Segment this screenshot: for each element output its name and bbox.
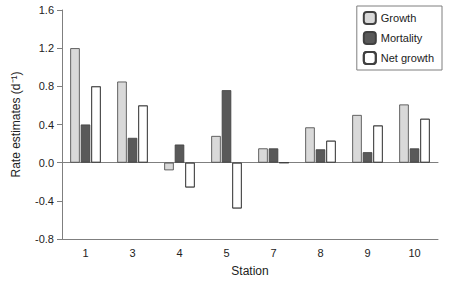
svg-text:Mortality: Mortality xyxy=(381,32,423,44)
svg-text:1.2: 1.2 xyxy=(39,42,54,54)
svg-text:Growth: Growth xyxy=(381,12,416,24)
svg-text:9: 9 xyxy=(364,247,370,259)
svg-text:Rate estimates (d⁻¹): Rate estimates (d⁻¹) xyxy=(9,71,23,177)
svg-text:4: 4 xyxy=(176,247,182,259)
svg-text:0.8: 0.8 xyxy=(39,80,54,92)
svg-text:10: 10 xyxy=(408,247,420,259)
svg-text:Net growth: Net growth xyxy=(381,52,434,64)
svg-text:0.0: 0.0 xyxy=(39,157,54,169)
svg-text:-0.8: -0.8 xyxy=(35,233,54,245)
svg-text:1: 1 xyxy=(82,247,88,259)
svg-text:7: 7 xyxy=(270,247,276,259)
svg-text:1.6: 1.6 xyxy=(39,4,54,16)
svg-text:3: 3 xyxy=(129,247,135,259)
svg-text:5: 5 xyxy=(223,247,229,259)
svg-text:8: 8 xyxy=(317,247,323,259)
svg-text:Station: Station xyxy=(231,264,268,278)
svg-text:0.4: 0.4 xyxy=(39,119,54,131)
svg-text:-0.4: -0.4 xyxy=(35,195,54,207)
